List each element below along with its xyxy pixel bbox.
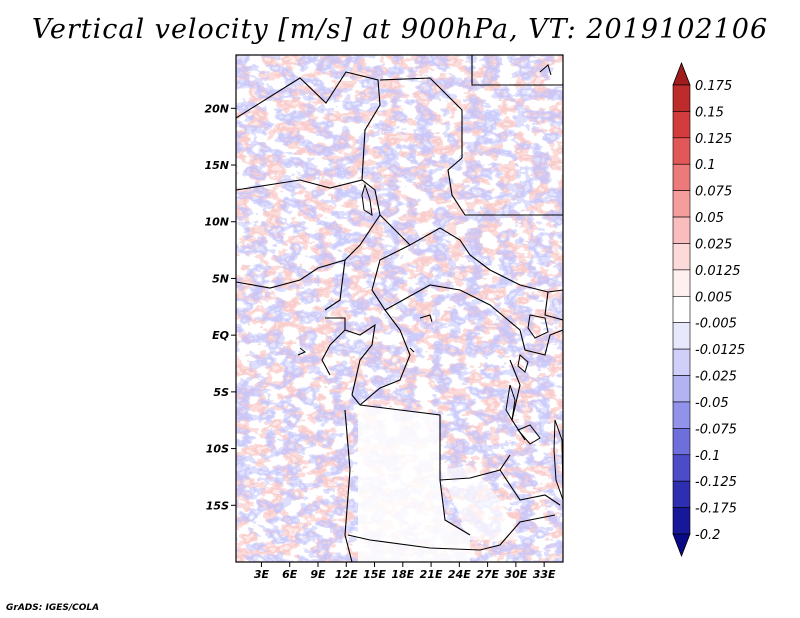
colorbar: 0.175 0.15 0.125 0.1 0.075 0.05 0.025 0.0125 0.0… bbox=[672, 61, 745, 558]
lat-tick-label: 10S bbox=[206, 443, 229, 456]
lon-tick-label: 6E bbox=[282, 568, 298, 581]
lon-tick-label: 33E bbox=[533, 568, 556, 581]
colorbar-swatch bbox=[672, 480, 691, 508]
lon-tick-label: 30E bbox=[504, 568, 527, 581]
colorbar-swatch bbox=[672, 322, 691, 350]
lat-tick-label: 5S bbox=[213, 386, 229, 399]
colorbar-min-triangle bbox=[672, 533, 691, 558]
lon-tick-label: 18E bbox=[391, 568, 414, 581]
lon-tick-label: 3E bbox=[254, 568, 270, 581]
colorbar-swatch bbox=[672, 111, 691, 139]
lon-tick-label: 12E bbox=[335, 568, 358, 581]
lakes-and-coasts bbox=[297, 64, 563, 501]
lat-tick-label: 15S bbox=[206, 499, 229, 512]
colorbar-swatch bbox=[672, 190, 691, 218]
colorbar-swatch bbox=[672, 295, 691, 324]
colorbar-label: 0.005 bbox=[695, 290, 732, 305]
colorbar-swatch bbox=[672, 428, 691, 456]
longitude-axis: 3E 6E 9E 12E 15E 18E 21E 24E 27E 30E 33E bbox=[254, 562, 556, 581]
colorbar-swatch bbox=[672, 163, 691, 191]
velocity-field bbox=[236, 55, 563, 562]
lon-tick-label: 15E bbox=[363, 568, 386, 581]
colorbar-label: -0.0125 bbox=[695, 343, 745, 358]
lon-tick-label: 9E bbox=[310, 568, 326, 581]
colorbar-label: 0.15 bbox=[695, 105, 724, 120]
lat-tick-label: 5N bbox=[212, 272, 229, 285]
colorbar-label: -0.005 bbox=[695, 317, 737, 332]
latitude-axis: 20N 15N 10N 5N EQ 5S 10S 15S bbox=[204, 102, 236, 512]
lon-tick-label: 24E bbox=[448, 568, 471, 581]
lon-tick-label: 27E bbox=[476, 568, 499, 581]
lon-tick-label: 21E bbox=[420, 568, 443, 581]
colorbar-label: -0.175 bbox=[695, 502, 737, 517]
colorbar-label: 0.05 bbox=[695, 211, 724, 226]
country-boundaries bbox=[236, 55, 563, 562]
colorbar-label: -0.05 bbox=[695, 396, 729, 411]
colorbar-swatch bbox=[672, 375, 691, 403]
plot-frame bbox=[235, 54, 564, 563]
colorbar-label: -0.1 bbox=[695, 449, 720, 464]
colorbar-swatch bbox=[672, 269, 691, 297]
colorbar-swatch bbox=[672, 137, 691, 165]
map-title: Vertical velocity [m/s] at 900hPa, VT: 2… bbox=[31, 14, 769, 45]
colorbar-max-triangle bbox=[672, 61, 691, 86]
grads-credit: GrADS: IGES/COLA bbox=[6, 603, 100, 613]
colorbar-label: 0.075 bbox=[695, 185, 732, 200]
colorbar-label: -0.025 bbox=[695, 370, 737, 385]
colorbar-swatch bbox=[672, 348, 691, 376]
colorbar-label: -0.125 bbox=[695, 475, 737, 490]
colorbar-swatch bbox=[672, 84, 691, 112]
colorbar-label: -0.075 bbox=[695, 422, 737, 437]
colorbar-swatch bbox=[672, 454, 691, 482]
lat-tick-label: EQ bbox=[212, 329, 229, 342]
colorbar-swatch bbox=[672, 216, 691, 244]
colorbar-swatch bbox=[672, 401, 691, 429]
colorbar-label: 0.025 bbox=[695, 237, 732, 252]
colorbar-label: 0.175 bbox=[695, 79, 732, 94]
colorbar-label: -0.2 bbox=[695, 528, 720, 543]
lat-tick-label: 10N bbox=[204, 216, 229, 229]
lat-tick-label: 20N bbox=[204, 102, 229, 115]
colorbar-swatch bbox=[672, 243, 691, 271]
colorbar-swatch bbox=[672, 507, 691, 535]
colorbar-label: 0.0125 bbox=[695, 264, 741, 279]
lat-tick-label: 15N bbox=[204, 159, 229, 172]
colorbar-label: 0.1 bbox=[695, 158, 716, 173]
colorbar-label: 0.125 bbox=[695, 132, 732, 147]
